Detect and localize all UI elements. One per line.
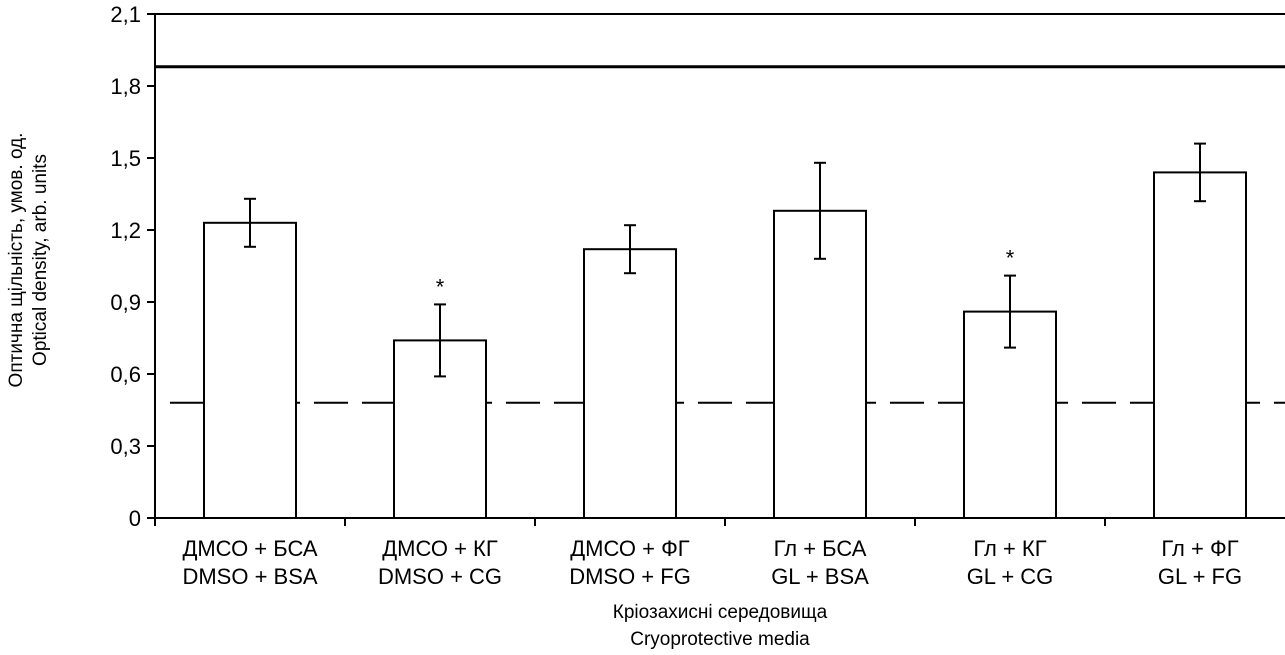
significance-star: * bbox=[436, 274, 445, 299]
x-category-label-line1: ДМСО + ФГ bbox=[570, 536, 690, 561]
error-bars bbox=[244, 142, 1206, 378]
x-category-label-line2: GL + BSA bbox=[771, 564, 869, 589]
x-category-label-line1: ДМСО + БСА bbox=[182, 536, 317, 561]
y-tick-label: 0,3 bbox=[110, 434, 141, 459]
bar bbox=[583, 248, 677, 519]
x-category-label-line1: ДМСО + КГ bbox=[382, 536, 498, 561]
x-category-label-line2: DMSO + CG bbox=[378, 564, 502, 589]
x-category-label-line1: Гл + ФГ bbox=[1161, 536, 1238, 561]
y-axis-title-line2: Optical density, arb. units bbox=[30, 154, 51, 366]
y-tick-label: 2,1 bbox=[110, 2, 141, 27]
y-tick-label: 0,9 bbox=[110, 290, 141, 315]
x-axis-ticks bbox=[154, 518, 1106, 526]
bar bbox=[203, 221, 297, 520]
y-tick-label: 1,2 bbox=[110, 218, 141, 243]
reference-lines bbox=[155, 65, 1285, 404]
y-tick-label: 1,5 bbox=[110, 146, 141, 171]
y-axis-title-line1: Оптична щільність, умов. од. bbox=[6, 133, 27, 388]
x-category-label-line2: GL + CG bbox=[967, 564, 1054, 589]
x-category-label-line2: DMSO + FG bbox=[569, 564, 691, 589]
y-tick-label: 1,8 bbox=[110, 74, 141, 99]
y-tick-label: 0,6 bbox=[110, 362, 141, 387]
x-axis-title-line1: Кріозахисні середовища bbox=[613, 602, 828, 623]
x-category-labels: ДМСО + БСА DMSO + BSA ДМСО + КГ DMSO + CG ДМ… bbox=[182, 536, 1242, 589]
y-tick-label: 0 bbox=[129, 506, 141, 531]
x-category-label-line1: Гл + БСА bbox=[774, 536, 867, 561]
y-axis-ticks bbox=[147, 13, 155, 519]
significance-star: * bbox=[1006, 246, 1015, 271]
bar bbox=[1153, 171, 1247, 519]
bars bbox=[203, 171, 1247, 520]
x-category-label-line2: DMSO + BSA bbox=[182, 564, 317, 589]
x-axis-title-line2: Cryoprotective media bbox=[630, 629, 810, 650]
y-tick-labels: 0 0,3 0,6 0,9 1,2 1,5 1,8 2,1 bbox=[110, 2, 141, 531]
x-category-label-line2: GL + FG bbox=[1158, 564, 1242, 589]
significance-markers: ** bbox=[436, 246, 1015, 300]
x-category-label-line1: Гл + КГ bbox=[973, 536, 1046, 561]
